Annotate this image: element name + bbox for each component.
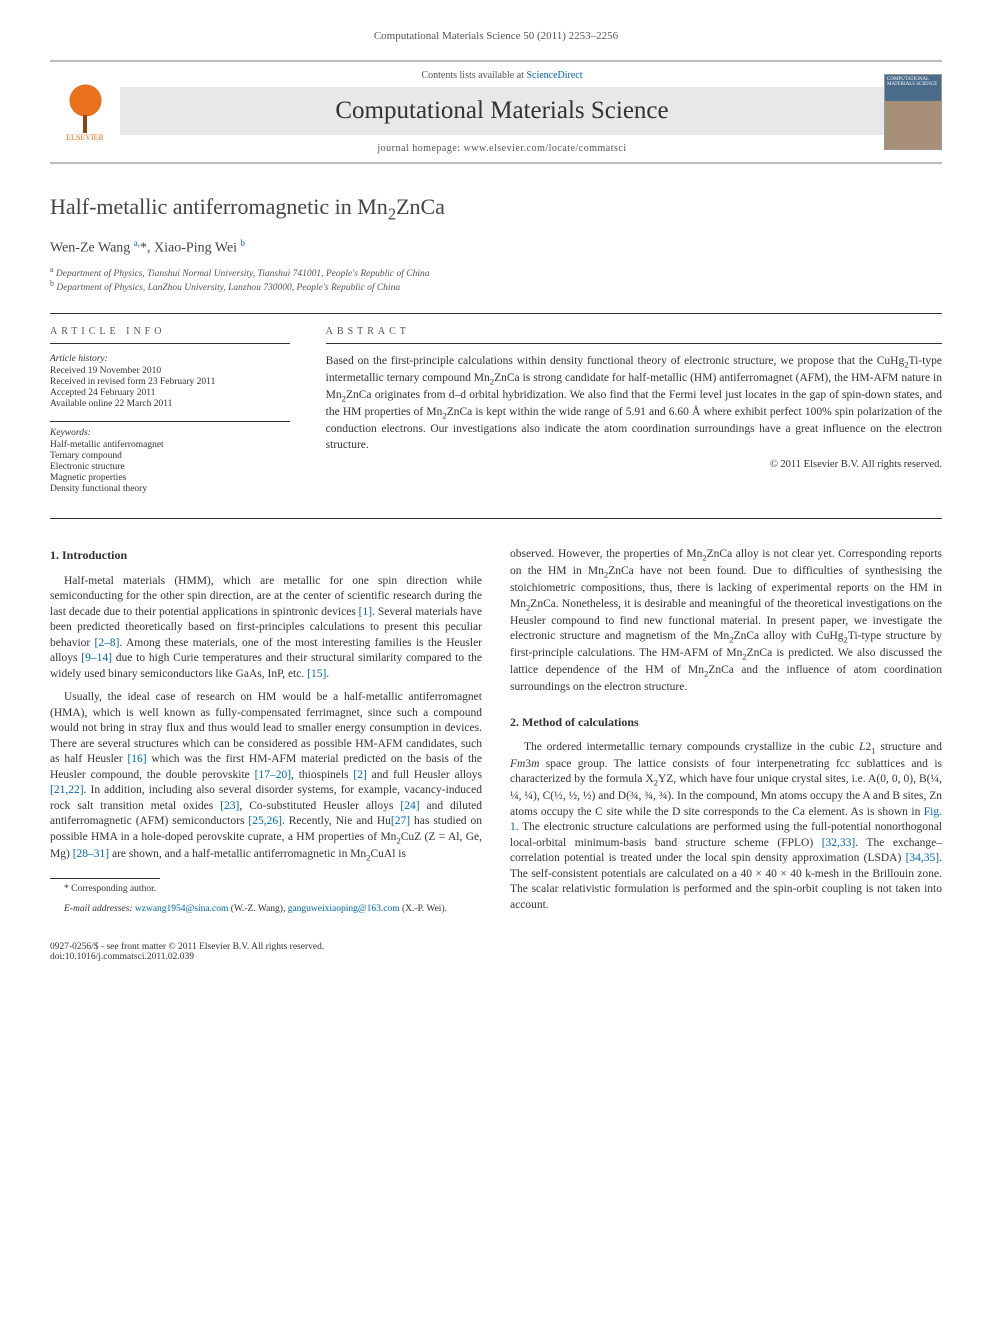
history-accepted: Accepted 24 February 2011 <box>50 388 290 398</box>
history-label: Article history: <box>50 354 290 364</box>
page: Computational Materials Science 50 (2011… <box>0 0 992 992</box>
keyword: Ternary compound <box>50 451 290 461</box>
history-received: Received 19 November 2010 <box>50 366 290 376</box>
footnote-separator <box>50 878 160 879</box>
keyword: Electronic structure <box>50 462 290 472</box>
affiliation-b: Department of Physics, LanZhou Universit… <box>56 283 400 293</box>
top-citation: Computational Materials Science 50 (2011… <box>50 30 942 42</box>
affiliation-a: Department of Physics, Tianshui Normal U… <box>56 269 430 279</box>
history-online: Available online 22 March 2011 <box>50 399 290 409</box>
keyword: Density functional theory <box>50 484 290 494</box>
journal-cover-thumb: COMPUTATIONAL MATERIALS SCIENCE <box>884 74 942 150</box>
section-1-heading: 1. Introduction <box>50 547 482 563</box>
history-revised: Received in revised form 23 February 201… <box>50 377 290 387</box>
section-2-heading: 2. Method of calculations <box>510 714 942 730</box>
journal-homepage: journal homepage: www.elsevier.com/locat… <box>120 143 884 154</box>
abstract-text: Based on the first-principle calculation… <box>326 354 942 453</box>
contents-list-line: Contents lists available at ScienceDirec… <box>120 70 884 81</box>
intro-p2: Usually, the ideal case of research on H… <box>50 690 482 864</box>
article-title: Half-metallic antiferromagnetic in Mn2Zn… <box>50 194 942 224</box>
intro-p3: observed. However, the properties of Mn2… <box>510 547 942 695</box>
doi-line: doi:10.1016/j.commatsci.2011.02.039 <box>50 952 942 962</box>
journal-name: Computational Materials Science <box>120 97 884 125</box>
corresponding-author: * Corresponding author. <box>50 883 482 896</box>
abstract-label: ABSTRACT <box>326 326 942 344</box>
affiliations: a Department of Physics, Tianshui Normal… <box>50 265 942 293</box>
keywords-label: Keywords: <box>50 428 290 438</box>
bottom-meta: 0927-0256/$ - see front matter © 2011 El… <box>50 942 942 962</box>
author-list: Wen-Ze Wang a,*, Xiao-Ping Wei b <box>50 238 942 257</box>
publisher-name: ELSEVIER <box>66 133 104 142</box>
abstract-copyright: © 2011 Elsevier B.V. All rights reserved… <box>326 459 942 470</box>
homepage-url[interactable]: www.elsevier.com/locate/commatsci <box>464 143 627 154</box>
email-addresses: E-mail addresses: wzwang1954@sina.com (W… <box>50 903 482 916</box>
journal-header: ELSEVIER Contents lists available at Sci… <box>50 60 942 164</box>
body-columns: 1. Introduction Half-metal materials (HM… <box>50 547 942 924</box>
abstract-panel: ABSTRACT Based on the first-principle ca… <box>308 314 942 518</box>
sciencedirect-link[interactable]: ScienceDirect <box>526 70 582 81</box>
keyword: Magnetic properties <box>50 473 290 483</box>
keyword: Half-metallic antiferromagnet <box>50 440 290 450</box>
intro-p1: Half-metal materials (HMM), which are me… <box>50 574 482 683</box>
article-info-label: ARTICLE INFO <box>50 326 290 344</box>
elsevier-logo: ELSEVIER <box>50 72 120 152</box>
issn-line: 0927-0256/$ - see front matter © 2011 El… <box>50 942 942 952</box>
article-info-panel: ARTICLE INFO Article history: Received 1… <box>50 314 308 518</box>
methods-p1: The ordered intermetallic ternary compou… <box>510 740 942 914</box>
